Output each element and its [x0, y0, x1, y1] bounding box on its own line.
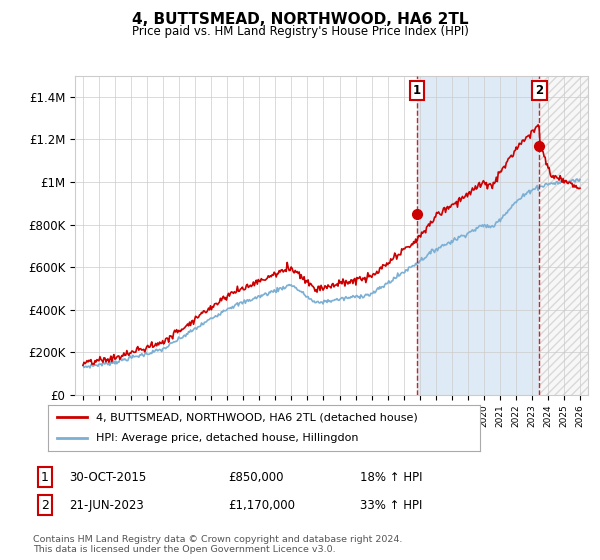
Text: 4, BUTTSMEAD, NORTHWOOD, HA6 2TL: 4, BUTTSMEAD, NORTHWOOD, HA6 2TL [132, 12, 468, 27]
Text: £850,000: £850,000 [228, 470, 284, 484]
Text: 21-JUN-2023: 21-JUN-2023 [69, 498, 144, 512]
Text: 2: 2 [535, 84, 544, 97]
Bar [417, 76, 539, 395]
Text: Price paid vs. HM Land Registry's House Price Index (HPI): Price paid vs. HM Land Registry's House … [131, 25, 469, 38]
Text: 1: 1 [413, 84, 421, 97]
Bar [539, 76, 588, 395]
Text: 18% ↑ HPI: 18% ↑ HPI [360, 470, 422, 484]
Text: 30-OCT-2015: 30-OCT-2015 [69, 470, 146, 484]
Text: 1: 1 [41, 470, 49, 484]
Text: HPI: Average price, detached house, Hillingdon: HPI: Average price, detached house, Hill… [95, 433, 358, 444]
Text: 2: 2 [41, 498, 49, 512]
Text: Contains HM Land Registry data © Crown copyright and database right 2024.
This d: Contains HM Land Registry data © Crown c… [33, 535, 403, 554]
Text: 33% ↑ HPI: 33% ↑ HPI [360, 498, 422, 512]
Text: 4, BUTTSMEAD, NORTHWOOD, HA6 2TL (detached house): 4, BUTTSMEAD, NORTHWOOD, HA6 2TL (detach… [95, 412, 417, 422]
Text: £1,170,000: £1,170,000 [228, 498, 295, 512]
